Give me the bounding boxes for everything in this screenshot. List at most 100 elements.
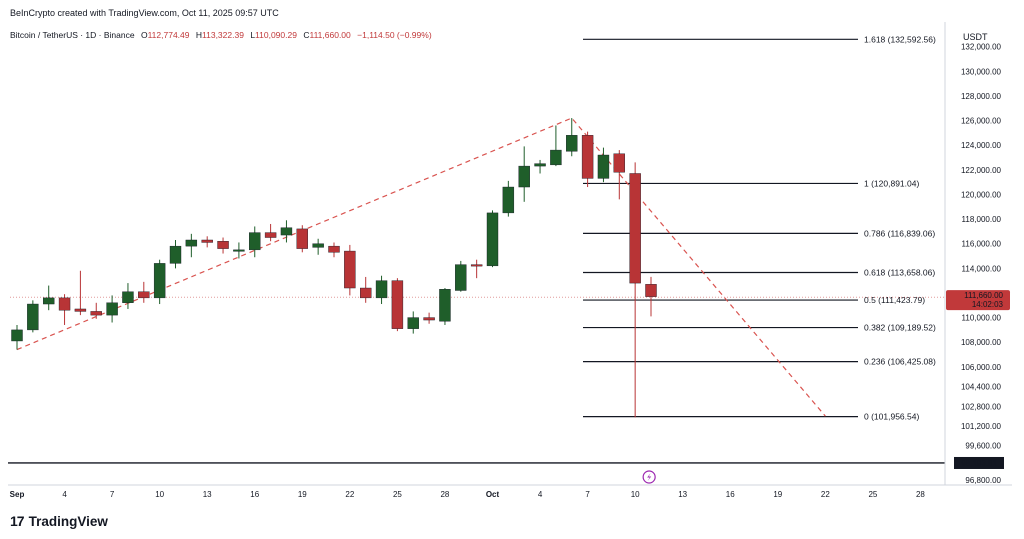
candle-body — [391, 280, 404, 329]
x-tick-label: 19 — [298, 490, 307, 499]
symbol-legend: Bitcoin / TetherUS · 1D · Binance O112,7… — [10, 30, 432, 40]
candle-body — [122, 291, 134, 304]
candle-body — [43, 297, 55, 305]
candle-body — [90, 311, 102, 316]
currency-label[interactable]: USDT — [963, 32, 988, 42]
tradingview-logo-text: TradingView — [28, 513, 108, 529]
trend-dashed-line[interactable] — [16, 117, 826, 417]
tradingview-logo[interactable]: 17 TradingView — [10, 513, 108, 529]
fib-retracement[interactable]: 1.618 (132,592.56) 1 (120,891.04) 0.786 (1… — [583, 34, 936, 422]
candle-body — [296, 228, 308, 249]
candle-body — [518, 165, 530, 188]
tradingview-logo-icon: 17 — [10, 513, 25, 529]
x-tick-label: Oct — [486, 490, 500, 499]
x-tick-label: 4 — [538, 490, 543, 499]
y-tick-label: 101,200.00 — [961, 422, 1002, 431]
low-label: L — [250, 30, 256, 40]
y-tick-label: 102,800.00 — [961, 402, 1002, 411]
candle-body — [185, 239, 198, 247]
candle-body — [502, 186, 515, 214]
fib-level-label: 0 (101,956.54) — [864, 412, 919, 422]
y-tick-label: 114,000.00 — [962, 264, 1002, 273]
symbol-title[interactable]: Bitcoin / TetherUS · 1D · Binance — [10, 30, 135, 40]
close-label: C — [303, 30, 310, 40]
candle-body — [566, 135, 578, 152]
x-tick-label: 16 — [250, 490, 259, 499]
candle-body — [74, 308, 87, 312]
x-tick-label: 10 — [155, 490, 164, 499]
candle-body — [27, 303, 39, 331]
lightning-bolt-glyph — [647, 473, 652, 481]
candle-body — [439, 289, 451, 322]
fib-level-label: 0.618 (113,658.06) — [864, 268, 935, 278]
fib-level-label: 1 (120,891.04) — [864, 178, 919, 188]
x-tick-label: 13 — [678, 490, 687, 499]
y-tick-label: 118,000.00 — [962, 215, 1002, 224]
x-tick-label: 28 — [440, 490, 449, 499]
candle-body — [597, 154, 610, 179]
fib-level-label: 0.5 (111,423.79) — [864, 295, 925, 305]
candle-body — [470, 264, 483, 267]
y-tick-label: 110,000.00 — [962, 314, 1002, 323]
candle-body — [407, 317, 419, 329]
candle-body — [344, 250, 356, 289]
x-tick-label: 19 — [773, 490, 782, 499]
candle-body — [264, 232, 277, 238]
dashed-trend-path — [16, 117, 826, 417]
x-tick-label: 7 — [110, 490, 115, 499]
y-tick-label: 99,600.00 — [965, 442, 1001, 451]
chart-credit: BeInCrypto created with TradingView.com,… — [10, 8, 279, 18]
candle-body — [106, 302, 118, 316]
candle-body — [58, 297, 71, 311]
candle-body — [328, 245, 340, 253]
candle-body — [169, 245, 182, 264]
x-tick-label: 7 — [585, 490, 590, 499]
change-value: −1,114.50 (−0.99%) — [357, 30, 432, 40]
x-tick-label: 25 — [868, 490, 877, 499]
y-tick-label: 120,000.00 — [961, 190, 1002, 199]
candle-body — [312, 243, 324, 248]
open-label: O — [140, 30, 148, 40]
candle-body — [138, 291, 150, 299]
candle-body — [645, 284, 657, 297]
fib-level-label: 1.618 (132,592.56) — [864, 34, 936, 44]
candle-body — [249, 232, 261, 251]
current-price-label: 111,660.00 — [964, 291, 1003, 300]
support-price-label: 98,193.81 — [961, 459, 997, 468]
y-tick-label: 104,400.00 — [961, 383, 1002, 392]
candle-body — [11, 329, 23, 342]
candle-body — [423, 317, 435, 321]
fib-level-label: 0.382 (109,189.52) — [864, 323, 936, 333]
high-value: 113,322.39 — [202, 30, 244, 40]
y-tick-label: 124,000.00 — [961, 141, 1002, 150]
y-tick-label: 122,000.00 — [961, 166, 1002, 175]
y-tick-label: 126,000.00 — [961, 117, 1002, 126]
candle-body — [629, 173, 641, 284]
y-tick-label: 132,000.00 — [961, 43, 1002, 52]
y-tick-label: 106,000.00 — [961, 363, 1002, 372]
fib-level-label: 0.786 (116,839.06) — [864, 228, 935, 238]
y-tick-label: 96,800.00 — [965, 476, 1001, 485]
x-tick-label: Sep — [10, 490, 25, 499]
candle-body — [613, 153, 625, 173]
candle-body — [153, 263, 166, 299]
x-tick-label: 25 — [393, 490, 402, 499]
x-tick-label: 22 — [821, 490, 830, 499]
x-tick-label: 13 — [203, 490, 212, 499]
current-price-timer: 14:02:03 — [972, 300, 1004, 309]
low-value: 110,090.29 — [255, 30, 297, 40]
support-line[interactable]: 98,193.81 — [8, 456, 1004, 469]
close-value: 111,660.00 — [309, 30, 351, 40]
high-label: H — [195, 30, 203, 40]
x-tick-label: 16 — [726, 490, 735, 499]
candlestick-series — [11, 118, 657, 418]
y-tick-label: 108,000.00 — [961, 338, 1002, 347]
candle-body — [534, 163, 546, 167]
x-tick-label: 10 — [631, 490, 640, 499]
y-tick-label: 128,000.00 — [961, 92, 1002, 101]
open-value: 112,774.49 — [147, 30, 190, 40]
fib-level-label: 0.236 (106,425.08) — [864, 357, 936, 367]
candle-body — [455, 264, 467, 291]
